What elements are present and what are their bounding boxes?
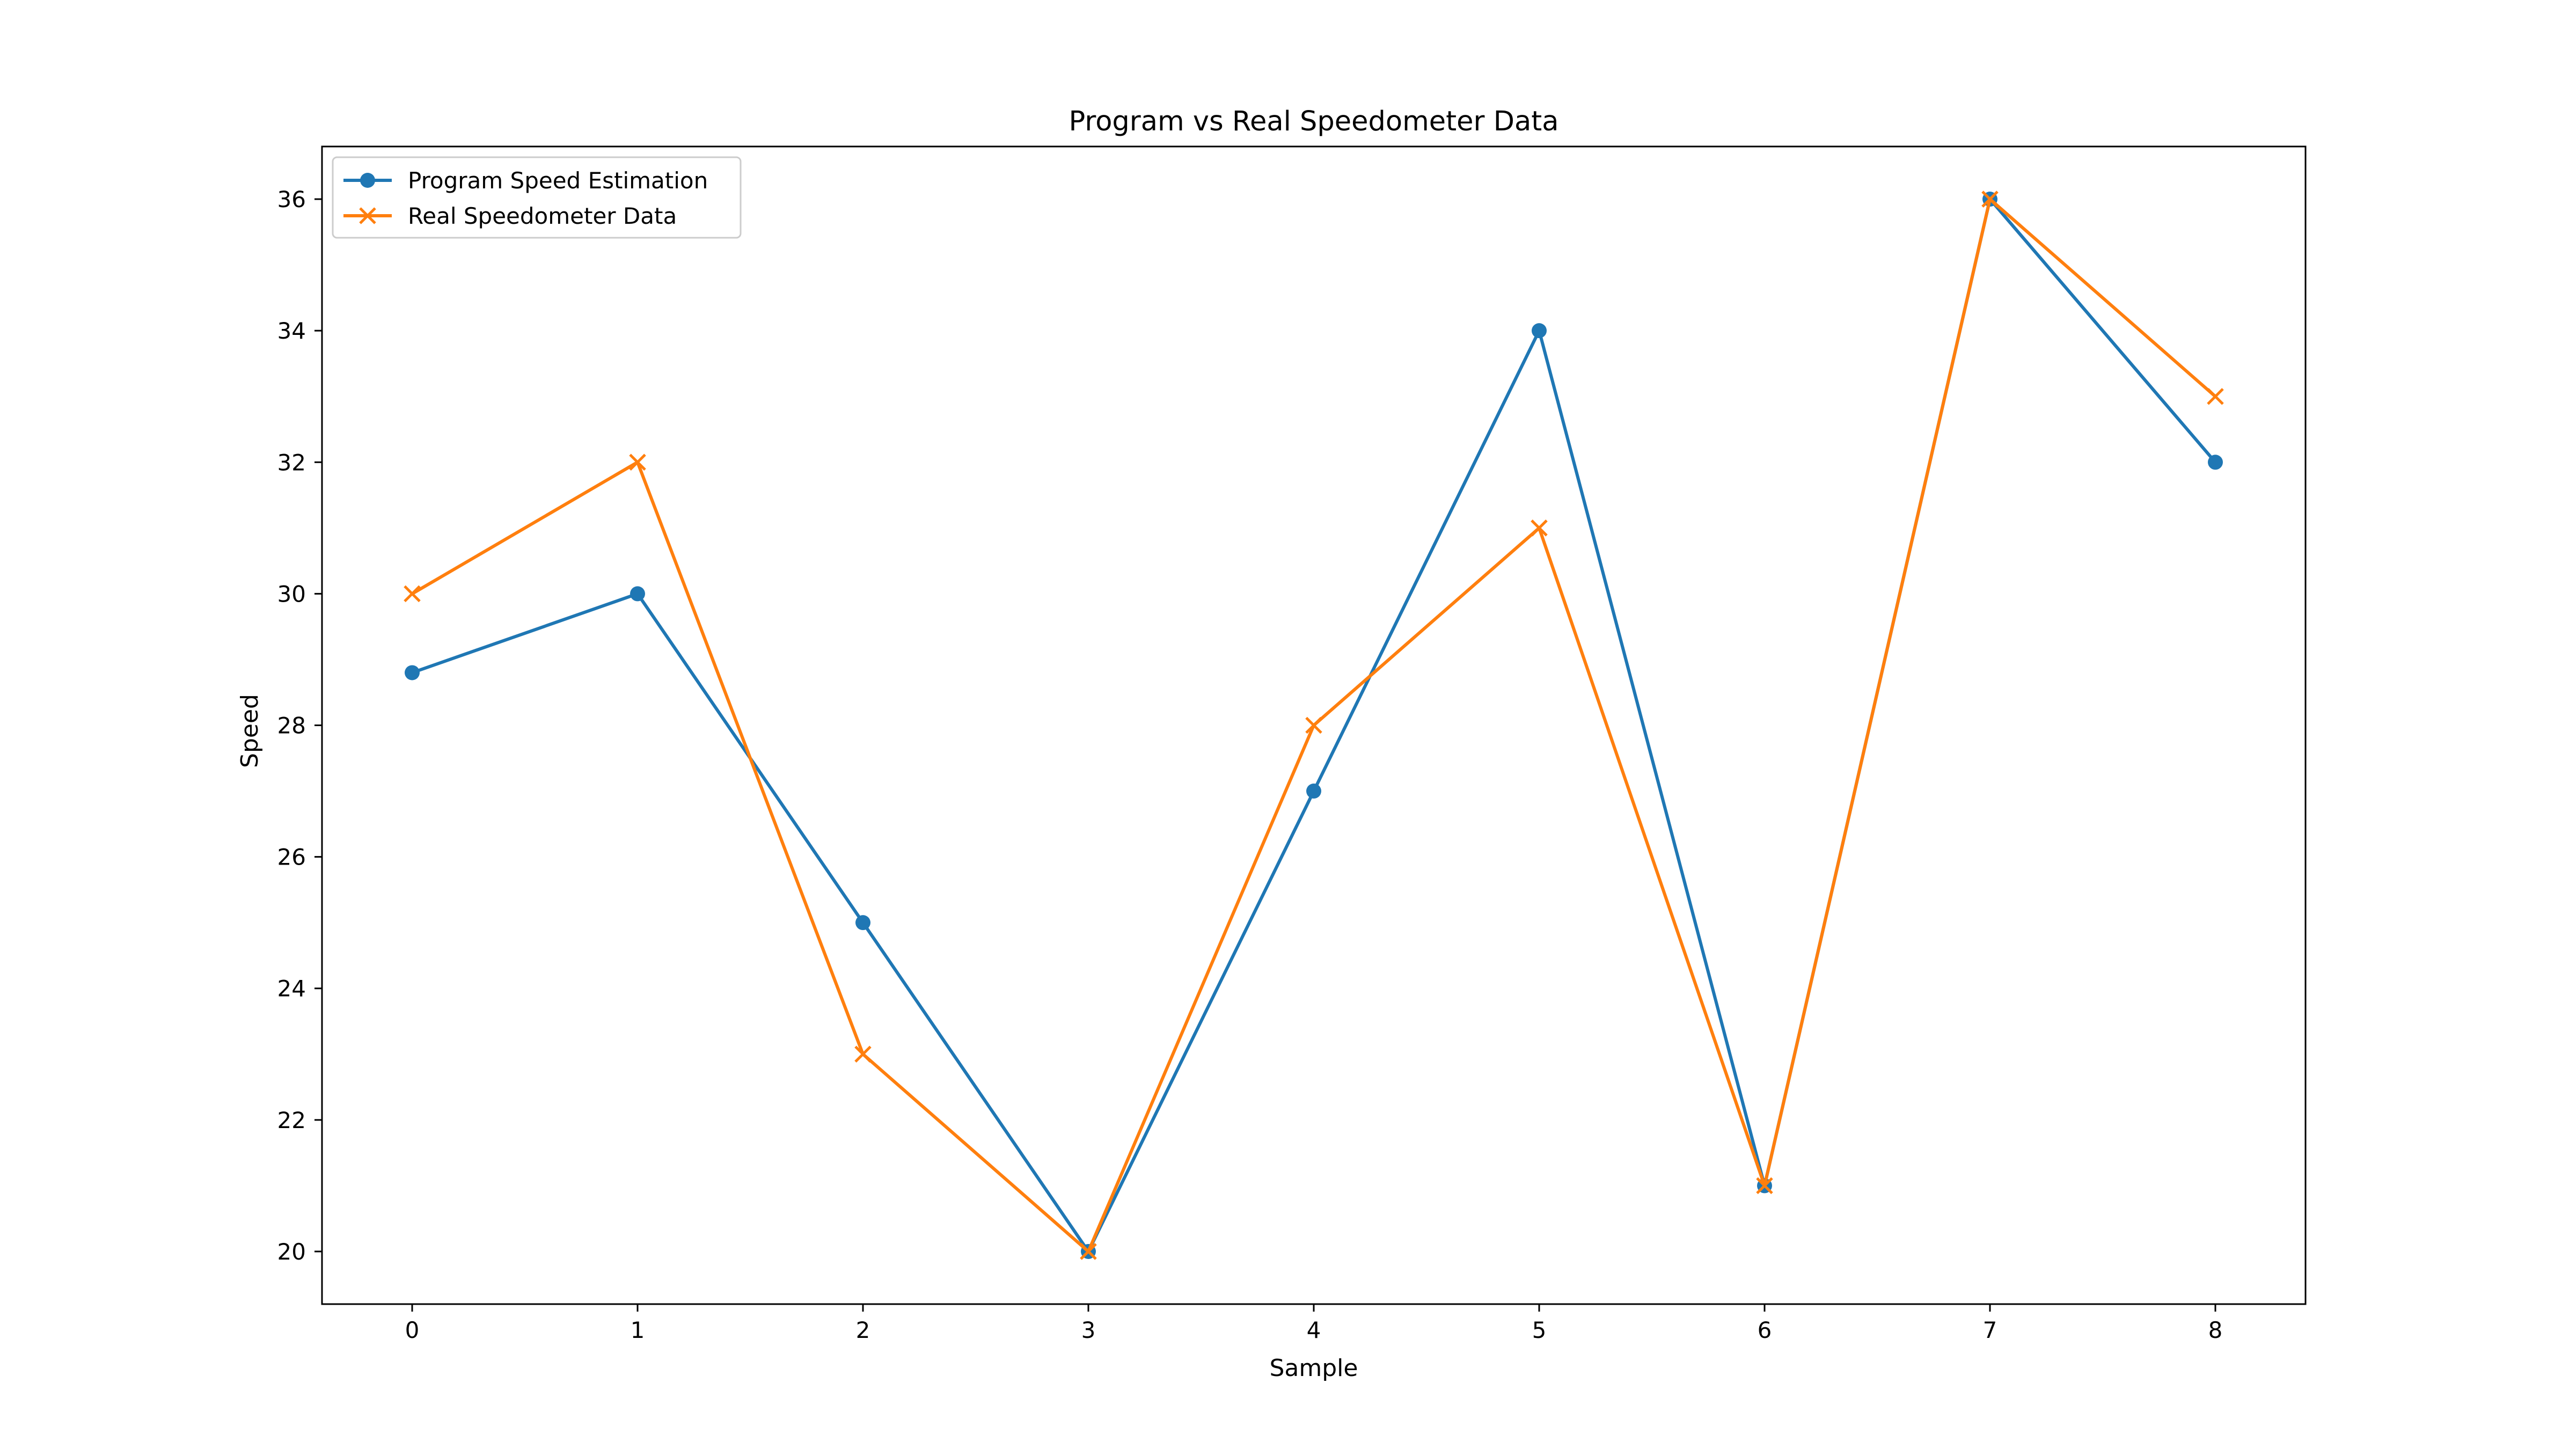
chart-title: Program vs Real Speedometer Data <box>1069 106 1559 137</box>
data-point <box>2207 387 2224 405</box>
data-point <box>1981 191 1999 208</box>
x-tick-label: 3 <box>1081 1317 1096 1343</box>
y-axis: 20 22 24 26 28 30 32 34 36 <box>277 186 322 1265</box>
x-tick-label: 1 <box>631 1317 645 1343</box>
plot-area <box>404 191 2224 1260</box>
y-tick-label: 28 <box>277 713 306 739</box>
data-point <box>405 665 420 680</box>
data-point <box>854 1045 872 1063</box>
y-tick-label: 30 <box>277 581 306 607</box>
data-point <box>1305 716 1322 734</box>
legend-label: Real Speedometer Data <box>408 203 677 229</box>
series-2 <box>404 191 2224 1260</box>
data-point <box>629 453 646 471</box>
data-point <box>1532 323 1547 339</box>
data-point <box>1531 519 1548 537</box>
data-point <box>404 585 421 603</box>
y-tick-label: 22 <box>277 1107 306 1133</box>
data-point <box>1080 1243 1097 1260</box>
x-tick-label: 7 <box>1983 1317 1997 1343</box>
y-axis-label: Speed <box>236 694 264 768</box>
x-tick-label: 4 <box>1307 1317 1321 1343</box>
legend-marker <box>359 207 376 224</box>
data-point <box>2208 455 2223 470</box>
x-tick-label: 8 <box>2208 1317 2223 1343</box>
x-axis: 0 1 2 3 4 5 6 7 8 <box>405 1304 2223 1343</box>
data-point <box>855 915 870 931</box>
legend: Program Speed Estimation Real Speedometer… <box>332 156 742 239</box>
x-tick-label: 6 <box>1758 1317 1772 1343</box>
x-tick-label: 2 <box>856 1317 870 1343</box>
y-tick-label: 26 <box>277 844 306 870</box>
y-tick-label: 20 <box>277 1239 306 1265</box>
x-axis-label: Sample <box>1270 1355 1358 1382</box>
data-point <box>1756 1177 1773 1195</box>
legend-box <box>332 156 742 239</box>
legend-label: Program Speed Estimation <box>408 167 708 194</box>
y-tick-label: 32 <box>277 449 306 475</box>
x-tick-label: 0 <box>405 1317 420 1343</box>
data-point <box>630 586 645 602</box>
x-tick-label: 5 <box>1532 1317 1547 1343</box>
y-tick-label: 34 <box>277 318 306 344</box>
y-tick-label: 36 <box>277 186 306 213</box>
data-point <box>1306 784 1321 799</box>
legend-marker <box>360 173 375 188</box>
y-tick-label: 24 <box>277 976 306 1002</box>
